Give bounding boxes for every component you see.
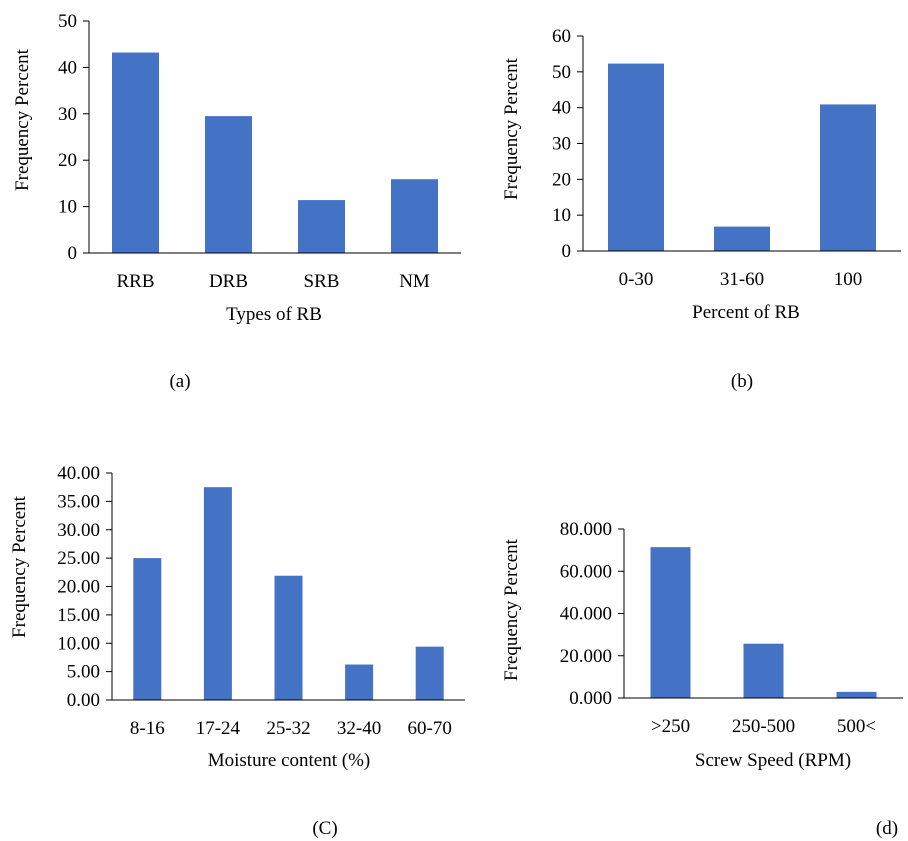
- chart-c-bar-0: [133, 558, 162, 700]
- chart-a-ytick-label-0: 0: [68, 243, 78, 264]
- chart-c-bar-2: [274, 575, 303, 700]
- chart-d-xtick-label-1: 250-500: [732, 716, 795, 737]
- chart-b-xtick-label-2: 100: [834, 269, 863, 290]
- chart-b-ytick-label-2: 20: [552, 169, 571, 190]
- chart-b-ytick-label-4: 40: [552, 98, 571, 119]
- chart-c-bar-1: [203, 487, 232, 700]
- chart-b-bar-2: [820, 104, 876, 251]
- chart-d-xtick-label-2: 500<: [837, 716, 876, 737]
- chart-c-panel-label: (C): [312, 818, 337, 839]
- chart-c-ytick-label-4: 20.00: [57, 577, 100, 598]
- chart-b-xtick-label-1: 31-60: [720, 269, 764, 290]
- chart-d-ytick-label-2: 40.000: [560, 604, 612, 625]
- chart-a-bar-0: [112, 52, 159, 253]
- chart-c-xtick-label-4: 60-70: [408, 718, 452, 739]
- chart-c-xtick-label-2: 25-32: [266, 718, 310, 739]
- chart-d-ytick-label-4: 80.000: [560, 519, 612, 540]
- chart-d-xticks: >250 250-500 500<: [651, 716, 876, 737]
- chart-c-xlabel: Moisture content (%): [208, 750, 371, 771]
- chart-b-ytick-label-0: 0: [562, 241, 572, 262]
- chart-a-xtick-label-3: NM: [399, 271, 430, 292]
- chart-b-ytick-label-3: 30: [552, 134, 571, 155]
- chart-a-yticks: 0 10 20 30 40 50: [58, 11, 89, 264]
- chart-d-bar-0: [650, 547, 691, 698]
- chart-a-xtick-label-0: RRB: [116, 271, 154, 292]
- chart-c-ytick-label-7: 35.00: [57, 491, 100, 512]
- chart-c-ytick-label-5: 25.00: [57, 548, 100, 569]
- chart-c-ytick-label-0: 0.00: [67, 690, 100, 711]
- chart-c-xtick-label-0: 8-16: [130, 718, 165, 739]
- chart-b-bars: [608, 63, 876, 251]
- chart-b-xtick-label-0: 0-30: [619, 269, 654, 290]
- chart-c-ytick-label-1: 5.00: [67, 662, 100, 683]
- chart-c: 0.00 5.00 10.00 15.00 20.00 25.00 30.00 35.00 40…: [9, 463, 465, 839]
- chart-a-ylabel: Frequency Percent: [12, 48, 33, 191]
- chart-c-xtick-label-3: 32-40: [337, 718, 381, 739]
- chart-b-ylabel: Frequency Percent: [501, 57, 522, 200]
- chart-a-bars: [112, 52, 438, 254]
- chart-d-bar-1: [743, 643, 784, 698]
- chart-c-xtick-label-1: 17-24: [196, 718, 241, 739]
- chart-b-panel-label: (b): [731, 371, 753, 392]
- chart-a-panel-label: (a): [169, 371, 190, 392]
- chart-b-yticks: 0 10 20 30 40 50 60: [552, 26, 583, 262]
- chart-b-ytick-label-5: 50: [552, 62, 571, 83]
- chart-d-panel-label: (d): [876, 818, 898, 839]
- chart-d-bar-2: [836, 691, 877, 698]
- chart-b-bar-0: [608, 63, 664, 251]
- chart-b: 0 10 20 30 40 50 60 0-30 31-60 100 Frequency Per…: [501, 26, 901, 392]
- chart-c-ytick-label-8: 40.00: [57, 463, 100, 484]
- chart-d-ytick-label-1: 20.000: [560, 646, 612, 667]
- chart-a-ytick-label-5: 50: [58, 11, 77, 32]
- chart-c-bar-4: [415, 646, 444, 700]
- chart-a-ytick-label-4: 40: [58, 57, 77, 78]
- chart-b-xlabel: Percent of RB: [692, 302, 800, 323]
- chart-c-yticks: 0.00 5.00 10.00 15.00 20.00 25.00 30.00 35.00 40…: [57, 463, 112, 711]
- chart-d-bars: [650, 547, 877, 698]
- chart-c-ylabel: Frequency Percent: [9, 495, 30, 638]
- chart-a-bar-1: [205, 116, 252, 254]
- chart-a-xlabel: Types of RB: [226, 304, 322, 325]
- chart-d: 0.000 20.000 40.000 60.000 80.000 >250 250-50…: [501, 519, 903, 839]
- chart-c-ytick-label-2: 10.00: [57, 633, 100, 654]
- chart-a-bar-3: [391, 179, 438, 253]
- chart-a-xticks: RRB DRB SRB NM: [116, 271, 429, 292]
- chart-c-bars: [133, 487, 444, 700]
- chart-a-ytick-label-3: 30: [58, 104, 77, 125]
- chart-c-ytick-label-3: 15.00: [57, 605, 100, 626]
- chart-a-xtick-label-1: DRB: [209, 271, 248, 292]
- chart-b-xticks: 0-30 31-60 100: [619, 269, 863, 290]
- chart-b-bar-1: [714, 226, 770, 251]
- chart-c-ytick-label-6: 30.00: [57, 520, 100, 541]
- chart-b-ytick-label-6: 60: [552, 26, 571, 47]
- chart-a-bar-2: [298, 200, 345, 253]
- chart-d-ytick-label-3: 60.000: [560, 561, 612, 582]
- chart-d-ylabel: Frequency Percent: [501, 538, 522, 681]
- chart-b-ytick-label-1: 10: [552, 205, 571, 226]
- chart-d-xtick-label-0: >250: [651, 716, 690, 737]
- chart-a-xtick-label-2: SRB: [304, 271, 340, 292]
- chart-c-xticks: 8-16 17-24 25-32 32-40 60-70: [130, 718, 452, 739]
- chart-a: 0 10 20 30 40 50 RRB DRB SRB NM Frequency Percen…: [12, 11, 461, 392]
- chart-a-ytick-label-1: 10: [58, 197, 77, 218]
- chart-d-ytick-label-0: 0.000: [569, 688, 612, 709]
- chart-c-bar-3: [345, 664, 374, 700]
- chart-d-xlabel: Screw Speed (RPM): [695, 750, 851, 771]
- chart-a-ytick-label-2: 20: [58, 150, 77, 171]
- chart-d-yticks: 0.000 20.000 40.000 60.000 80.000: [560, 519, 624, 709]
